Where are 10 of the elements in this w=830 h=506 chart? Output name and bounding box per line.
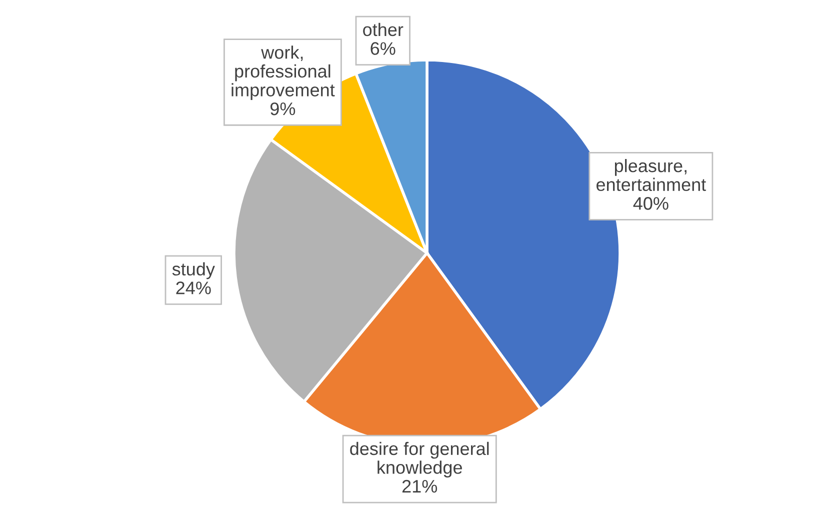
slice-label: work, professional improvement	[232, 46, 335, 100]
data-label: 24%	[176, 282, 211, 294]
slice-label: study	[172, 262, 215, 280]
slice-label: desire for general knowledge	[350, 442, 489, 478]
data-label: 40%	[633, 197, 668, 210]
slice-label: other	[363, 22, 404, 36]
slice-label: pleasure, entertainment	[596, 158, 706, 192]
data-label: 21%	[402, 480, 438, 493]
data-label: 9%	[270, 102, 296, 116]
data-label: 6%	[370, 42, 396, 55]
